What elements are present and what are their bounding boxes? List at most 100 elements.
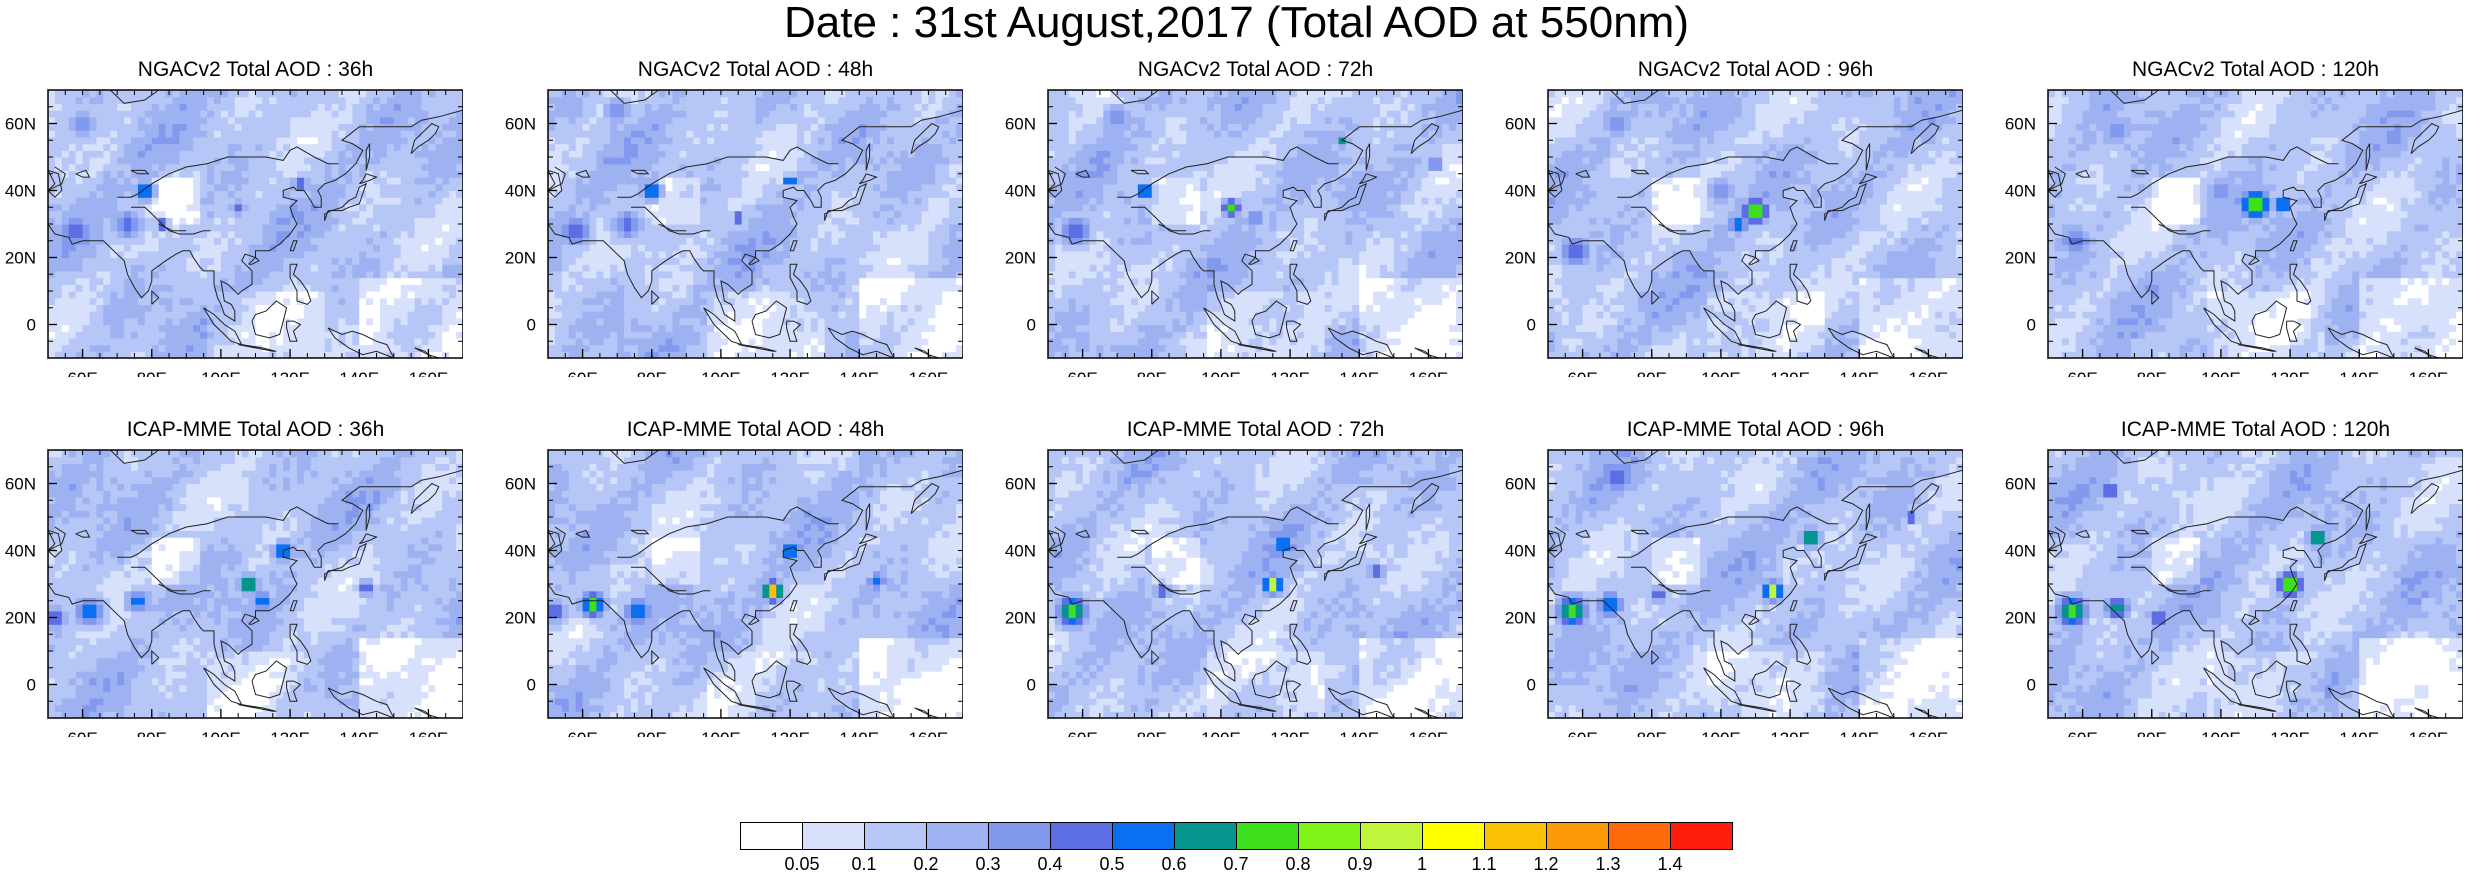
lat-tick-label: 0 [1527, 316, 1536, 335]
aod-field [2048, 443, 2463, 718]
colorbar-label: 0.5 [1082, 854, 1142, 875]
colorbar-swatch [1546, 822, 1609, 850]
lon-tick-label: 160E [409, 369, 449, 377]
lon-tick-label: 120E [1770, 729, 1810, 737]
map-panel: ICAP-MME Total AOD : 72h60E80E100E120E14… [993, 412, 1463, 737]
lon-tick-label: 60E [567, 729, 597, 737]
lon-tick-label: 100E [201, 729, 241, 737]
lat-tick-label: 0 [1027, 316, 1036, 335]
lat-tick-label: 20N [505, 609, 536, 628]
aod-map: 60E80E100E120E140E160E020N40N60N [993, 412, 1463, 737]
lat-tick-label: 20N [2005, 249, 2036, 268]
lat-tick-label: 20N [1505, 609, 1536, 628]
colorbar-label: 1.3 [1578, 854, 1638, 875]
lon-tick-label: 80E [137, 369, 167, 377]
lon-tick-label: 120E [1770, 369, 1810, 377]
aod-field [48, 443, 463, 718]
lon-tick-label: 100E [201, 369, 241, 377]
aod-field [48, 83, 463, 358]
map-panel: NGACv2 Total AOD : 120h60E80E100E120E140… [1993, 52, 2463, 377]
lon-tick-label: 140E [2339, 729, 2379, 737]
colorbar-swatch [1050, 822, 1113, 850]
colorbar-swatch [1174, 822, 1237, 850]
aod-field [1048, 443, 1463, 718]
lon-tick-label: 160E [2409, 729, 2449, 737]
lat-tick-label: 40N [1505, 542, 1536, 561]
lon-tick-label: 140E [1839, 729, 1879, 737]
lon-tick-label: 120E [1270, 729, 1310, 737]
aod-map: 60E80E100E120E140E160E020N40N60N [1993, 52, 2463, 377]
lat-tick-label: 20N [5, 249, 36, 268]
lon-tick-label: 80E [637, 729, 667, 737]
map-panel: NGACv2 Total AOD : 36h60E80E100E120E140E… [0, 52, 463, 377]
colorbar-swatch [1298, 822, 1361, 850]
aod-map: 60E80E100E120E140E160E020N40N60N [493, 412, 963, 737]
lat-tick-label: 20N [5, 609, 36, 628]
colorbar-label: 1.2 [1516, 854, 1576, 875]
lon-tick-label: 80E [1637, 369, 1667, 377]
aod-map: 60E80E100E120E140E160E020N40N60N [1993, 412, 2463, 737]
lon-tick-label: 160E [1909, 369, 1949, 377]
lat-tick-label: 40N [505, 542, 536, 561]
lon-tick-label: 160E [1909, 729, 1949, 737]
lon-tick-label: 160E [1409, 369, 1449, 377]
lon-tick-label: 80E [1137, 729, 1167, 737]
lon-tick-label: 60E [567, 369, 597, 377]
lon-tick-label: 60E [2067, 369, 2097, 377]
aod-map: 60E80E100E120E140E160E020N40N60N [0, 412, 463, 737]
colorbar-swatch [1360, 822, 1423, 850]
aod-field [548, 443, 963, 718]
map-panel: ICAP-MME Total AOD : 120h60E80E100E120E1… [1993, 412, 2463, 737]
aod-map: 60E80E100E120E140E160E020N40N60N [493, 52, 963, 377]
lat-tick-label: 60N [1505, 475, 1536, 494]
lon-tick-label: 140E [1339, 729, 1379, 737]
lon-tick-label: 100E [1701, 369, 1741, 377]
lon-tick-label: 120E [270, 729, 310, 737]
lat-tick-label: 20N [1005, 609, 1036, 628]
aod-map: 60E80E100E120E140E160E020N40N60N [1493, 412, 1963, 737]
lon-tick-label: 160E [2409, 369, 2449, 377]
map-panel: ICAP-MME Total AOD : 36h60E80E100E120E14… [0, 412, 463, 737]
lon-tick-label: 100E [2201, 369, 2241, 377]
lat-tick-label: 40N [5, 182, 36, 201]
lat-tick-label: 60N [1005, 475, 1036, 494]
colorbar-swatch [1236, 822, 1299, 850]
lat-tick-label: 0 [2027, 676, 2036, 695]
lon-tick-label: 160E [409, 729, 449, 737]
colorbar-label: 0.3 [958, 854, 1018, 875]
map-panel: NGACv2 Total AOD : 72h60E80E100E120E140E… [993, 52, 1463, 377]
lat-tick-label: 60N [5, 475, 36, 494]
colorbar-swatch [1112, 822, 1175, 850]
lat-tick-label: 40N [1505, 182, 1536, 201]
lon-tick-label: 60E [1567, 729, 1597, 737]
lon-tick-label: 140E [339, 729, 379, 737]
lon-tick-label: 60E [1067, 369, 1097, 377]
colorbar-swatch [988, 822, 1051, 850]
lon-tick-label: 60E [2067, 729, 2097, 737]
map-panel: ICAP-MME Total AOD : 48h60E80E100E120E14… [493, 412, 963, 737]
lon-tick-label: 60E [67, 369, 97, 377]
colorbar-label: 1 [1392, 854, 1452, 875]
lat-tick-label: 0 [1527, 676, 1536, 695]
lat-tick-label: 60N [505, 115, 536, 134]
aod-field [1548, 443, 1963, 718]
lon-tick-label: 80E [137, 729, 167, 737]
lat-tick-label: 40N [2005, 542, 2036, 561]
lat-tick-label: 20N [1005, 249, 1036, 268]
lon-tick-label: 140E [339, 369, 379, 377]
lon-tick-label: 60E [1067, 729, 1097, 737]
lat-tick-label: 60N [5, 115, 36, 134]
colorbar-label: 0.9 [1330, 854, 1390, 875]
lon-tick-label: 140E [1839, 369, 1879, 377]
map-panel: ICAP-MME Total AOD : 96h60E80E100E120E14… [1493, 412, 1963, 737]
colorbar-label: 0.4 [1020, 854, 1080, 875]
lat-tick-label: 40N [5, 542, 36, 561]
lon-tick-label: 140E [1339, 369, 1379, 377]
lat-tick-label: 40N [1005, 542, 1036, 561]
lat-tick-label: 0 [2027, 316, 2036, 335]
colorbar-swatch [926, 822, 989, 850]
lon-tick-label: 140E [839, 729, 879, 737]
lon-tick-label: 60E [67, 729, 97, 737]
lon-tick-label: 120E [1270, 369, 1310, 377]
lat-tick-label: 20N [505, 249, 536, 268]
